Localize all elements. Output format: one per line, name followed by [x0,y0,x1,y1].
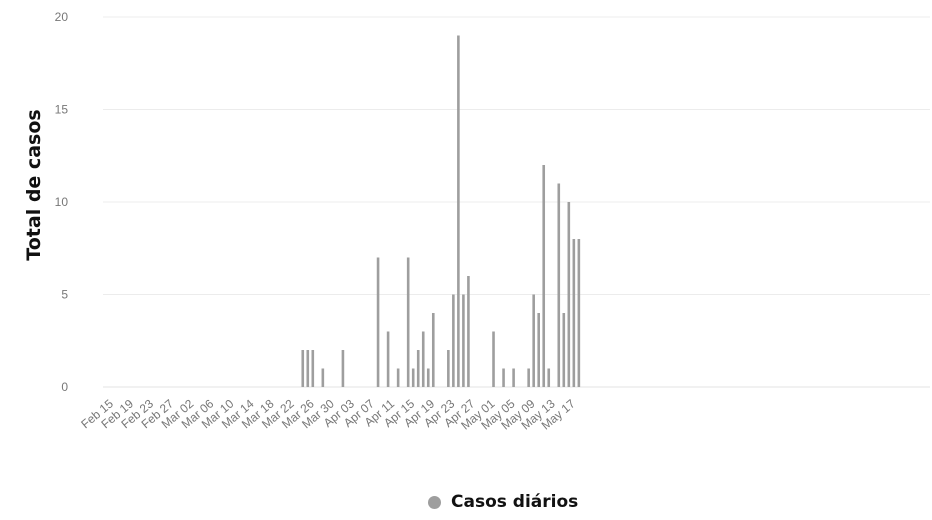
y-tick-label: 20 [55,10,69,24]
bar-apr-22 [447,350,450,387]
bar-mar-24 [301,350,305,387]
y-tick-label: 10 [55,195,69,209]
bar-apr-26 [467,276,470,387]
bar-may-11 [542,165,546,387]
bar-may-05 [512,368,515,387]
bar-apr-14 [406,257,410,387]
bar-apr-15 [411,368,415,387]
bar-may-12 [547,368,551,387]
bar-mar-28 [321,368,325,387]
bar-apr-25 [462,294,465,387]
bar-may-01 [492,331,495,387]
bar-apr-01 [341,350,345,387]
legend-swatch [428,495,441,509]
y-tick-label: 5 [61,288,68,302]
bar-mar-26 [311,350,315,387]
bar-may-15 [562,313,566,387]
bar-may-08 [527,368,530,387]
bar-apr-08 [376,257,380,387]
bar-may-03 [502,368,505,387]
y-tick-label: 15 [55,103,69,117]
bar-may-16 [567,202,571,387]
bar-apr-19 [431,313,435,387]
bar-may-14 [557,183,561,387]
bar-apr-18 [426,368,430,387]
bar-may-17 [572,239,576,387]
bars [301,35,581,387]
bar-apr-17 [421,331,425,387]
legend[interactable]: Casos diários [428,492,578,512]
bar-apr-24 [457,35,460,387]
y-tick-label: 0 [61,380,68,394]
bar-may-18 [577,239,581,387]
bar-apr-10 [386,331,390,387]
bar-apr-12 [396,368,400,387]
bar-may-10 [537,313,540,387]
bar-mar-25 [306,350,310,387]
legend-label-casos-diarios: Casos diários [451,492,579,512]
y-axis-ticks: 0 5 10 15 20 [55,10,69,394]
y-axis-label: Total de casos [23,109,45,260]
bar-apr-16 [416,350,420,387]
grid-lines [103,16,930,388]
bar-may-09 [532,294,535,387]
bar-apr-23 [452,294,455,387]
